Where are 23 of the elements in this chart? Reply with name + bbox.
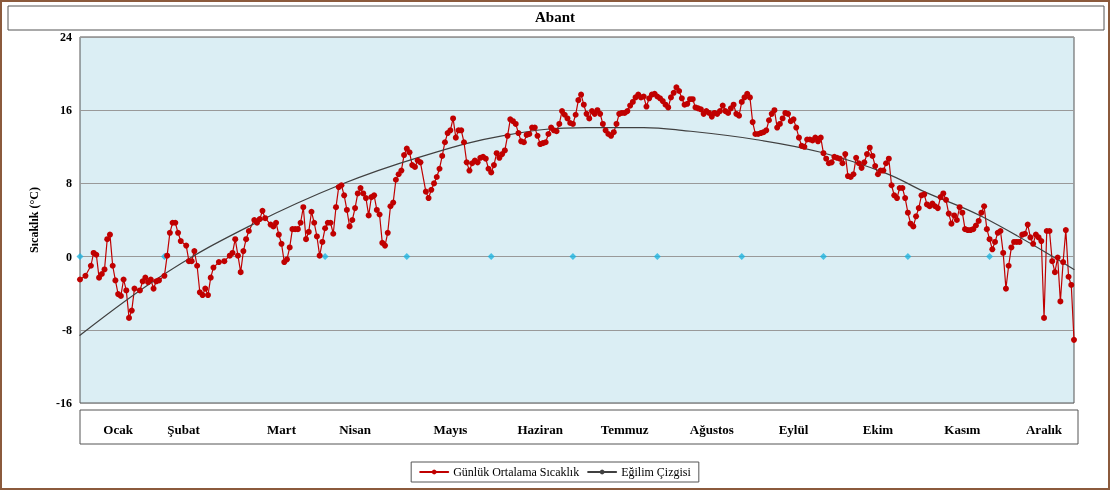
- y-tick-label: 0: [66, 249, 72, 264]
- y-tick-label: 24: [60, 30, 72, 44]
- x-tick-label: Eylül: [778, 422, 809, 437]
- x-tick-label: Ekim: [862, 422, 894, 437]
- legend-label: Günlük Ortalama Sıcaklık: [453, 465, 580, 479]
- x-tick-label: Nisan: [339, 422, 372, 437]
- y-axis-title: Sıcaklık (°C): [27, 187, 41, 253]
- x-tick-label: Şubat: [167, 422, 201, 437]
- y-tick-label: -16: [56, 396, 72, 410]
- x-tick-label: Haziran: [517, 422, 564, 437]
- x-tick-label: Mayıs: [433, 422, 468, 437]
- y-tick-label: -8: [62, 322, 72, 337]
- chart-title: Abant: [534, 8, 576, 25]
- x-tick-label: Ağustos: [689, 422, 734, 437]
- x-tick-label: Aralık: [1025, 422, 1063, 437]
- x-tick-label: Temmuz: [600, 422, 649, 437]
- x-tick-label: Mart: [267, 422, 297, 437]
- line-series: [79, 126, 1075, 336]
- y-tick-label: 8: [66, 176, 72, 191]
- x-tick-label: Ocak: [103, 422, 134, 437]
- legend-label: Eğilim Çizgisi: [621, 465, 692, 479]
- x-tick-label: Kasım: [944, 422, 981, 437]
- y-tick-label: 16: [60, 103, 72, 118]
